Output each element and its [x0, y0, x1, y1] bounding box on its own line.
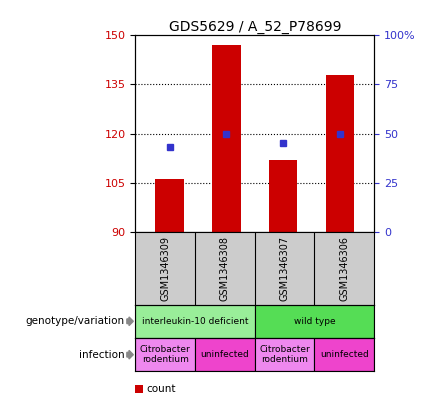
Title: GDS5629 / A_52_P78699: GDS5629 / A_52_P78699 [169, 20, 341, 34]
Bar [135, 305, 255, 338]
Text: wild type: wild type [294, 317, 335, 326]
Bar [255, 338, 314, 371]
Bar [195, 338, 255, 371]
Text: count: count [147, 384, 176, 393]
Text: Citrobacter
rodentium: Citrobacter rodentium [259, 345, 310, 364]
Text: Citrobacter
rodentium: Citrobacter rodentium [140, 345, 190, 364]
Text: uninfected: uninfected [320, 350, 369, 359]
Text: GSM1346306: GSM1346306 [339, 236, 349, 301]
Text: interleukin-10 deficient: interleukin-10 deficient [142, 317, 249, 326]
Text: GSM1346307: GSM1346307 [280, 236, 290, 301]
Bar [135, 338, 195, 371]
Bar [269, 160, 298, 232]
Text: uninfected: uninfected [200, 350, 249, 359]
Bar [255, 305, 374, 338]
Bar [212, 45, 240, 232]
Text: infection: infection [79, 350, 125, 360]
Bar [326, 75, 354, 232]
Text: GSM1346308: GSM1346308 [220, 236, 230, 301]
Text: genotype/variation: genotype/variation [25, 316, 125, 326]
Bar [155, 180, 184, 232]
Bar [314, 338, 374, 371]
Text: GSM1346309: GSM1346309 [160, 236, 170, 301]
